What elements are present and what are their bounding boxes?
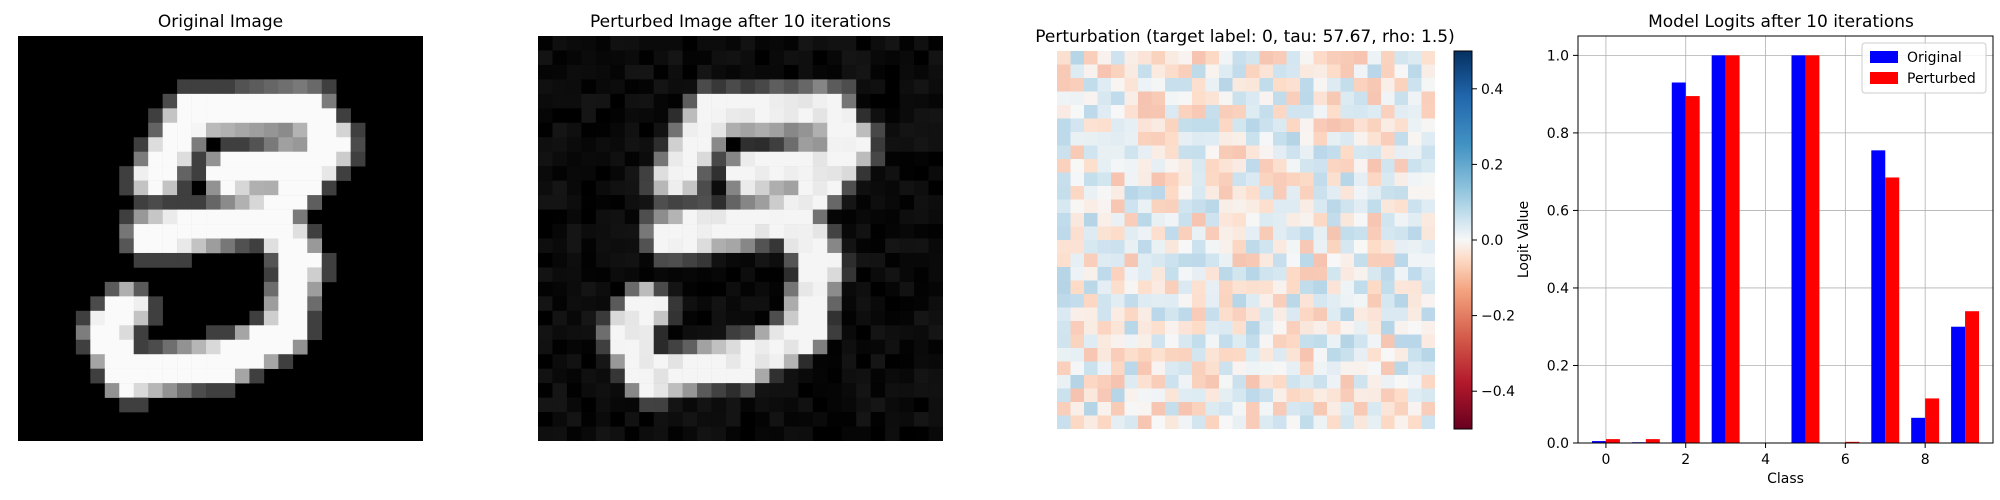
y-tick-label: 0.8 [1547,126,1569,142]
legend-swatch-original [1870,51,1898,63]
x-tick-label: 6 [1841,452,1850,468]
colorbar-tick-label: 0.0 [1481,233,1503,249]
x-tick-label: 2 [1681,452,1690,468]
colorbar-tick-label: −0.4 [1481,384,1515,400]
perturbation-heatmap [1057,51,1435,429]
plot-frame [1577,35,1994,444]
perturbed-image-title: Perturbed Image after 10 iterations [590,12,891,32]
original-image-title: Original Image [157,12,284,32]
colorbar-tick-label: −0.2 [1481,309,1515,325]
colorbar: 0.4 0.2 0.0 −0.2 −0.4 [1453,50,1515,430]
bar-original-class-5 [1791,55,1806,443]
colorbar-tick-label: 0.4 [1481,82,1503,98]
y-tick-label: 0.4 [1547,281,1569,297]
bar-original-class-9 [1951,326,1966,443]
bar-perturbed-class-3 [1725,55,1740,443]
bar-original-class-8 [1911,417,1926,443]
colorbar-tick-label: 0.2 [1481,157,1503,173]
legend-label-original: Original [1907,50,1962,66]
y-tick-label: 0.0 [1547,436,1569,452]
logits-chart: 0 2 4 6 8 0.0 0.2 0.4 0.6 0.8 1.0 Class Logit Value O… [1516,35,1994,487]
bar-perturbed-class-0 [1605,439,1620,443]
bar-original-class-2 [1671,82,1686,443]
bar-perturbed-class-7 [1885,177,1900,443]
y-tick-label: 1.0 [1547,48,1569,64]
x-axis-label: Class [1767,471,1804,487]
legend-swatch-perturbed [1870,72,1898,84]
bar-perturbed-class-8 [1925,398,1940,443]
x-tick-label: 0 [1601,452,1610,468]
y-tick-label: 0.6 [1547,203,1569,219]
perturbed-image [538,36,943,441]
x-tick-label: 8 [1921,452,1930,468]
bar-original-class-7 [1871,150,1886,443]
bar-perturbed-class-5 [1805,55,1820,443]
bar-original-class-3 [1711,55,1726,443]
logits-title: Model Logits after 10 iterations [1648,12,1914,32]
original-image [18,36,423,441]
bar-perturbed-class-2 [1685,96,1700,443]
bar-perturbed-class-6 [1845,441,1860,443]
bar-perturbed-class-9 [1965,311,1980,443]
y-axis-label: Logit Value [1516,201,1532,278]
legend-label-perturbed: Perturbed [1907,71,1976,87]
bar-original-class-0 [1591,441,1606,443]
y-tick-label: 0.2 [1547,358,1569,374]
x-tick-label: 4 [1761,452,1770,468]
bar-perturbed-class-1 [1645,439,1660,443]
perturbation-title: Perturbation (target label: 0, tau: 57.6… [1035,27,1455,47]
